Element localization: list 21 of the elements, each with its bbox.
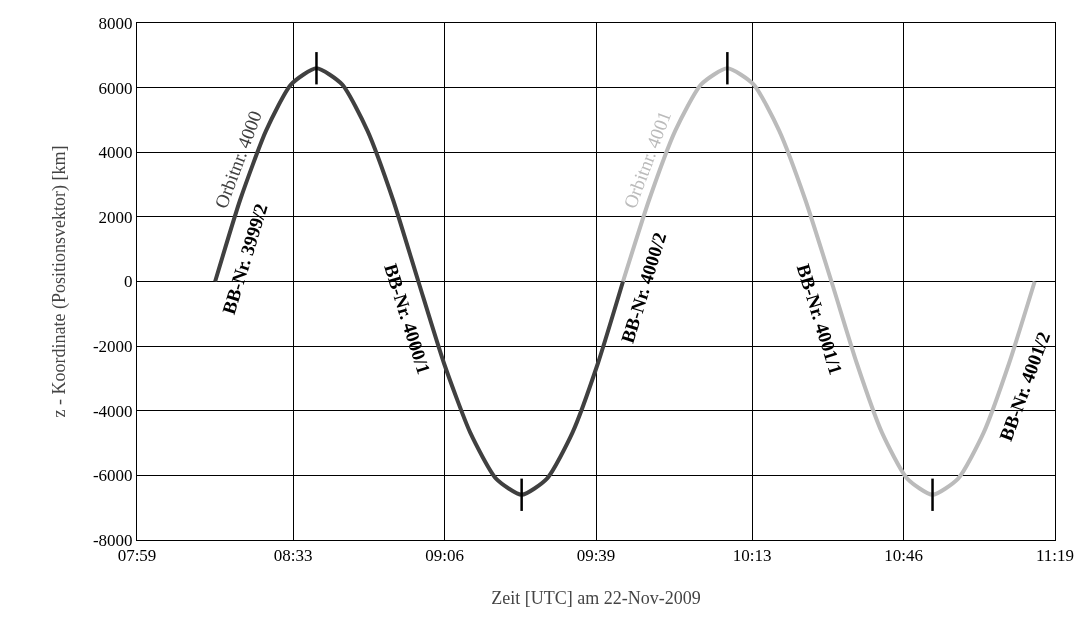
- y-tick-label: 6000: [98, 78, 133, 98]
- text: Orbitnr. 4001: [619, 107, 676, 212]
- y-tick-label: 4000: [98, 143, 133, 163]
- y-tick-label: -6000: [92, 466, 133, 486]
- y-tick-label: -2000: [92, 337, 133, 357]
- x-axis-title: Zeit [UTC] am 22-Nov-2009: [491, 587, 701, 608]
- annotation: BB-Nr. 4000/2: [616, 229, 671, 346]
- annotation: BB-Nr. 4001/2: [995, 328, 1055, 444]
- x-tick-label: 10:13: [732, 546, 772, 566]
- y-tick-label: 8000: [98, 13, 133, 33]
- y-tick-label: 0: [124, 272, 133, 292]
- x-tick-label: 08:33: [273, 546, 313, 566]
- y-axis-title: z - Koordinate (Positionsvektor) [km]: [49, 145, 71, 418]
- annotation: BB-Nr. 4001/1: [792, 261, 847, 377]
- x-tick-label: 09:39: [576, 546, 616, 566]
- annotation: BB-Nr. 4000/1: [380, 261, 435, 377]
- y-tick-label: 2000: [98, 207, 133, 227]
- y-tick-label: -4000: [92, 401, 133, 421]
- x-tick-label: 09:06: [425, 546, 464, 566]
- x-tick-label: 11:19: [1035, 546, 1075, 566]
- x-tick-label: 10:46: [884, 546, 923, 566]
